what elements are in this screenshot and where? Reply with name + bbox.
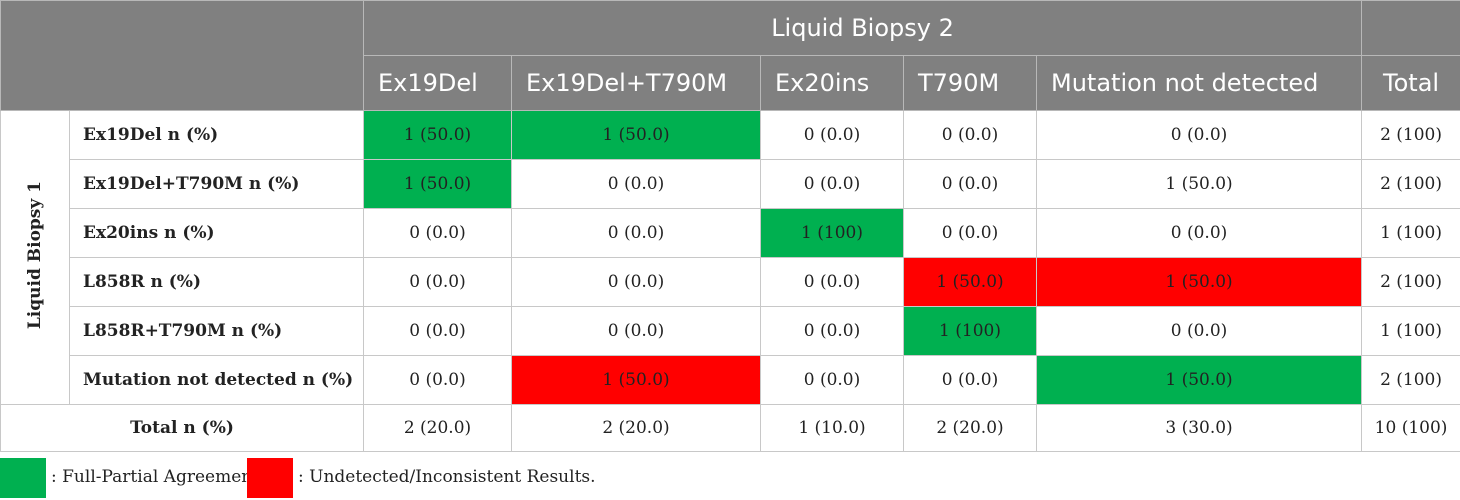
table-row: Ex19Del+T790M n (%) 1 (50.0) 0 (0.0) 0 (… (1, 159, 1460, 209)
table-cell: 0 (0.0) (1035, 306, 1363, 356)
table-cell: 0 (0.0) (760, 257, 904, 307)
table-cell-total: 1 (100) (1361, 306, 1460, 356)
table-cell: 0 (0.0) (511, 306, 761, 356)
col-header-total: Total (1361, 55, 1460, 111)
header-row-columns: Ex19Del Ex19Del+T790M Ex20ins T790M Muta… (1, 55, 1460, 111)
group-header-spacer (1361, 0, 1460, 56)
header-row-group: Liquid Biopsy 2 (0, 0, 1460, 111)
table-cell: 1 (50.0) (363, 159, 512, 209)
table-cell: 1 (100) (760, 208, 904, 258)
table-cell: 2 (20.0) (363, 404, 512, 452)
agreement-table: Liquid Biopsy 2 Ex19Del Ex19Del+T790M Ex… (0, 0, 1460, 452)
table-cell: 0 (0.0) (363, 355, 512, 405)
header-corner (0, 0, 364, 111)
legend-red-label: : Undetected/Inconsistent Results. (298, 467, 596, 487)
table-cell: 0 (0.0) (511, 208, 761, 258)
table-cell: 0 (0.0) (511, 257, 761, 307)
table-cell: 0 (0.0) (903, 110, 1037, 160)
table-cell: 1 (50.0) (1035, 355, 1363, 405)
table-row: Mutation not detected n (%) 0 (0.0) 1 (5… (1, 355, 1460, 405)
total-row-label: Total n (%) (0, 404, 364, 452)
table-cell-total: 2 (100) (1361, 355, 1460, 405)
table-cell: 0 (0.0) (760, 306, 904, 356)
table-cell: 2 (20.0) (511, 404, 761, 452)
table-cell-total: 10 (100) (1361, 404, 1460, 452)
table-cell: 0 (0.0) (1035, 110, 1363, 160)
row-label: L858R n (%) (69, 257, 364, 307)
table-row: L858R+T790M n (%) 0 (0.0) 0 (0.0) 0 (0.0… (1, 306, 1460, 356)
row-group-label-liquid-biopsy-1: Liquid Biopsy 1 (0, 110, 70, 405)
table-cell: 0 (0.0) (760, 355, 904, 405)
table-cell: 0 (0.0) (511, 159, 761, 209)
col-header-ex19del: Ex19Del (363, 55, 512, 111)
row-label: Ex19Del n (%) (69, 110, 364, 160)
table-row: Liquid Biopsy 1 Ex19Del n (%) 1 (50.0) 1… (0, 110, 1460, 405)
legend-green-label: : Full-Partial Agreement (51, 467, 260, 487)
row-group-label-text: Liquid Biopsy 1 (25, 180, 45, 330)
table-row: Ex20ins n (%) 0 (0.0) 0 (0.0) 1 (100) 0 … (1, 208, 1460, 258)
col-header-ex19del-t790m: Ex19Del+T790M (511, 55, 761, 111)
table-cell: 0 (0.0) (903, 159, 1037, 209)
table-row: L858R n (%) 0 (0.0) 0 (0.0) 0 (0.0) 1 (5… (1, 257, 1460, 307)
table-cell: 0 (0.0) (903, 355, 1037, 405)
table-cell: 0 (0.0) (363, 306, 512, 356)
legend-green-swatch (0, 458, 46, 498)
table-cell: 1 (100) (903, 306, 1037, 356)
table-cell: 0 (0.0) (363, 257, 512, 307)
col-header-t790m: T790M (903, 55, 1037, 111)
row-label: Mutation not detected n (%) (69, 355, 364, 405)
table-cell: 3 (30.0) (1035, 404, 1363, 452)
table-cell: 1 (50.0) (1035, 257, 1363, 307)
table-cell: 1 (50.0) (511, 355, 761, 405)
table-cell: 0 (0.0) (760, 159, 904, 209)
table-cell: 2 (20.0) (903, 404, 1037, 452)
table-cell: 0 (0.0) (363, 208, 512, 258)
table-cell: 1 (10.0) (760, 404, 904, 452)
table-cell: 1 (50.0) (363, 110, 512, 160)
legend-red-swatch (247, 458, 293, 498)
table-cell: 0 (0.0) (760, 110, 904, 160)
row-label: Ex20ins n (%) (69, 208, 364, 258)
col-header-ex20ins: Ex20ins (760, 55, 904, 111)
table-cell-total: 2 (100) (1361, 257, 1460, 307)
table-cell: 0 (0.0) (1035, 208, 1363, 258)
table-cell-total: 2 (100) (1361, 110, 1460, 160)
table-cell: 1 (50.0) (1035, 159, 1363, 209)
table-cell: 1 (50.0) (903, 257, 1037, 307)
row-label: L858R+T790M n (%) (69, 306, 364, 356)
total-row: Total n (%) 2 (20.0) 2 (20.0) 1 (10.0) 2… (0, 404, 1460, 452)
table-cell-total: 2 (100) (1361, 159, 1460, 209)
table-cell: 0 (0.0) (903, 208, 1037, 258)
table-cell-total: 1 (100) (1361, 208, 1460, 258)
table-cell: 1 (50.0) (511, 110, 761, 160)
col-header-mutation-not-detected: Mutation not detected (1035, 55, 1363, 111)
row-label: Ex19Del+T790M n (%) (69, 159, 364, 209)
group-header-liquid-biopsy-2: Liquid Biopsy 2 (362, 0, 1363, 56)
